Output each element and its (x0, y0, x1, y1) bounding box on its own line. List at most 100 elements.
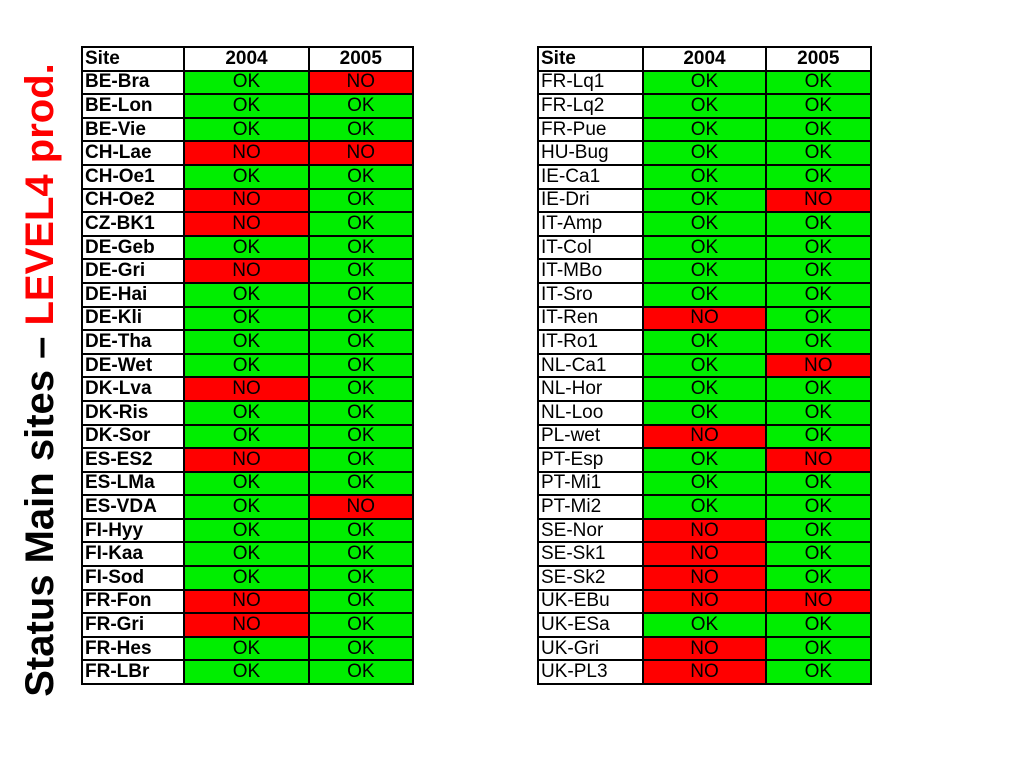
table-row: FR-LBr OK OK (80, 659, 415, 686)
status-2005: OK (307, 163, 415, 190)
table-row: DK-Lva NO OK (80, 376, 415, 402)
site-name: DE-Kli (80, 305, 186, 332)
table-row: NL-Hor OK OK (536, 376, 873, 402)
table-row: PL-wet NO OK (536, 423, 873, 450)
site-name: PT-Mi1 (536, 470, 645, 497)
site-name: IT-Sro (536, 281, 645, 308)
status-2005: OK (764, 399, 873, 426)
table-row: IT-Sro OK OK (536, 281, 873, 308)
status-2004: OK (183, 565, 310, 591)
status-2004: NO (642, 635, 767, 662)
status-2004: NO (642, 305, 767, 332)
site-name: IT-Col (536, 234, 645, 261)
site-name: FR-Lq1 (536, 69, 645, 96)
status-2005: OK (307, 116, 415, 143)
status-2005: OK (764, 93, 873, 119)
site-name: IT-MBo (536, 258, 645, 284)
table-row: BE-Bra OK NO (80, 69, 415, 96)
status-2004: NO (642, 517, 767, 544)
table-row: NL-Ca1 OK NO (536, 352, 873, 379)
status-2005: OK (307, 470, 415, 497)
status-2004: NO (183, 187, 310, 214)
status-2005: OK (764, 329, 873, 355)
header-row: Site 2004 2005 (80, 46, 415, 72)
status-2004: OK (183, 69, 310, 96)
title-main: Status Main sites – (18, 325, 62, 697)
status-2005: OK (764, 635, 873, 662)
status-2004: OK (642, 234, 767, 261)
status-2004: OK (642, 612, 767, 638)
status-2005: OK (307, 234, 415, 261)
status-2005: OK (764, 470, 873, 497)
status-2005: OK (764, 116, 873, 143)
status-2005: NO (764, 352, 873, 379)
status-2005: OK (764, 494, 873, 520)
status-2005: OK (307, 399, 415, 426)
site-name: FI-Hyy (80, 517, 186, 544)
table-row: UK-EBu NO NO (536, 588, 873, 615)
table-row: ES-ES2 NO OK (80, 447, 415, 473)
status-2005: OK (764, 305, 873, 332)
table-row: BE-Vie OK OK (80, 116, 415, 143)
header-2004: 2004 (642, 46, 767, 72)
site-name: IT-Ren (536, 305, 645, 332)
table-row: CH-Oe1 OK OK (80, 163, 415, 190)
status-2004: OK (642, 376, 767, 402)
status-2004: OK (642, 281, 767, 308)
site-name: DE-Tha (80, 329, 186, 355)
status-2004: OK (642, 447, 767, 473)
table-row: CH-Lae NO NO (80, 140, 415, 166)
status-2004: OK (642, 140, 767, 166)
table-row: DE-Kli OK OK (80, 305, 415, 332)
table-row: FR-Lq2 OK OK (536, 93, 873, 119)
site-name: DE-Gri (80, 258, 186, 284)
status-2004: NO (183, 612, 310, 638)
site-name: CH-Oe1 (80, 163, 186, 190)
table-row: FR-Pue OK OK (536, 116, 873, 143)
header-site: Site (80, 46, 186, 72)
site-name: FR-Lq2 (536, 93, 645, 119)
status-2004: NO (642, 588, 767, 615)
status-2004: OK (183, 399, 310, 426)
status-2004: NO (642, 541, 767, 568)
table-row: DE-Hai OK OK (80, 281, 415, 308)
table-row: DK-Sor OK OK (80, 423, 415, 450)
site-name: NL-Ca1 (536, 352, 645, 379)
status-2004: NO (642, 659, 767, 686)
status-2004: OK (183, 329, 310, 355)
status-2005: OK (764, 612, 873, 638)
site-name: PL-wet (536, 423, 645, 450)
site-name: ES-ES2 (80, 447, 186, 473)
site-name: UK-Gri (536, 635, 645, 662)
site-name: SE-Sk2 (536, 565, 645, 591)
site-name: CH-Lae (80, 140, 186, 166)
status-2005: NO (307, 69, 415, 96)
status-2004: OK (642, 399, 767, 426)
status-2005: OK (307, 612, 415, 638)
status-2004: OK (183, 163, 310, 190)
status-2005: OK (764, 659, 873, 686)
header-2004: 2004 (183, 46, 310, 72)
status-2005: NO (307, 140, 415, 166)
header-2005: 2005 (764, 46, 873, 72)
site-name: DK-Ris (80, 399, 186, 426)
status-2005: OK (307, 281, 415, 308)
table-row: DE-Tha OK OK (80, 329, 415, 355)
status-2004: NO (183, 447, 310, 473)
table-row: DE-Gri NO OK (80, 258, 415, 284)
status-2004: OK (183, 635, 310, 662)
status-2004: OK (183, 281, 310, 308)
status-2005: OK (764, 234, 873, 261)
table-row: IT-Ren NO OK (536, 305, 873, 332)
status-2005: OK (764, 69, 873, 96)
table-row: NL-Loo OK OK (536, 399, 873, 426)
status-2005: OK (307, 376, 415, 402)
site-name: DK-Lva (80, 376, 186, 402)
site-name: DE-Geb (80, 234, 186, 261)
status-table-right: Site 2004 2005 FR-Lq1 OK OK FR-Lq2 OK OK FR-Pu… (536, 46, 873, 686)
status-2004: OK (183, 659, 310, 686)
status-2005: NO (764, 447, 873, 473)
table-row: IE-Ca1 OK OK (536, 163, 873, 190)
status-2005: OK (764, 423, 873, 450)
table-row: FR-Lq1 OK OK (536, 69, 873, 96)
